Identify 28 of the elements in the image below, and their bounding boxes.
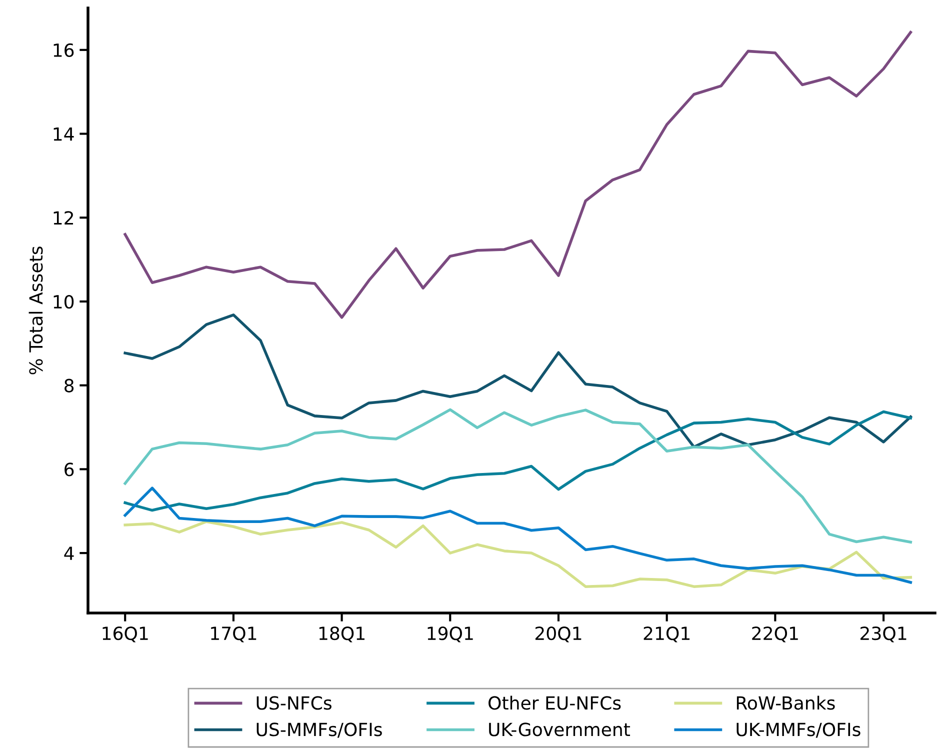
line-series	[124, 314, 912, 448]
legend-label: US-NFCs	[256, 696, 332, 710]
legend-label: RoW-Banks	[736, 696, 835, 710]
legend-label: Other EU-NFCs	[488, 696, 621, 710]
y-tick-label: 6	[64, 462, 74, 476]
line-series	[124, 410, 912, 512]
x-tick-label: 21Q1	[644, 626, 690, 642]
y-tick-label: 16	[54, 43, 74, 58]
legend-label: UK-Government	[489, 722, 630, 736]
line-series	[124, 30, 912, 319]
x-tick-label: 20Q1	[535, 626, 582, 642]
y-tick-label: 8	[64, 378, 74, 392]
x-tick-label: 19Q1	[428, 626, 473, 642]
legend-label: US-MMFs/OFIs	[256, 722, 382, 738]
line-series	[124, 520, 912, 588]
y-tick-label: 4	[64, 546, 74, 560]
line-series	[124, 486, 912, 584]
y-tick-label: 10	[54, 294, 74, 309]
x-tick-label: 17Q1	[211, 626, 256, 642]
x-tick-label: 22Q1	[752, 626, 798, 642]
y-axis-title: % Total Assets	[28, 246, 43, 374]
x-tick-label: 16Q1	[102, 626, 148, 642]
x-tick-label: 18Q1	[319, 626, 364, 642]
legend-label: UK-MMFs/OFIs	[736, 722, 860, 738]
line-series	[124, 408, 912, 544]
y-tick-label: 14	[54, 127, 74, 141]
y-tick-label: 12	[54, 211, 73, 224]
x-tick-label: 23Q1	[860, 626, 906, 642]
